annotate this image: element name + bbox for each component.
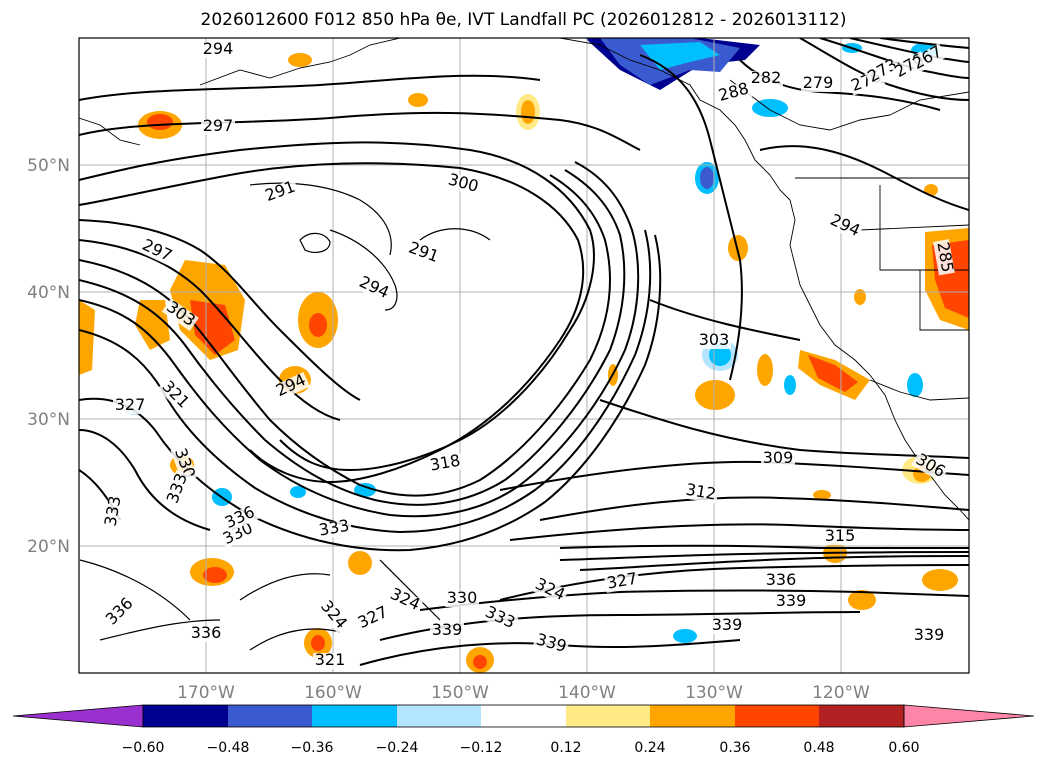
svg-text:339: 339 (776, 591, 807, 610)
colorbar-tick: −0.60 (122, 740, 165, 756)
svg-text:303: 303 (699, 330, 730, 349)
colorbar-bin (650, 705, 735, 727)
colorbar-bin (819, 705, 904, 727)
map-frame (78, 37, 970, 674)
svg-text:282: 282 (751, 68, 782, 87)
lon-tick: 170°W (177, 683, 235, 703)
colorbar-bin (397, 705, 481, 727)
lon-tick: 130°W (685, 683, 743, 703)
colorbar-bin (312, 705, 397, 727)
svg-text:327: 327 (115, 395, 146, 414)
contour-label: 339 (710, 615, 744, 634)
colorbar-tick: 0.36 (719, 740, 750, 756)
contour-label: 333 (101, 493, 125, 530)
colorbar (12, 704, 1035, 728)
lon-tick: 140°W (558, 683, 616, 703)
svg-text:279: 279 (803, 73, 834, 92)
svg-text:309: 309 (763, 448, 794, 467)
contour-label: 336 (764, 570, 798, 589)
svg-text:294: 294 (203, 39, 234, 58)
map-title: 2026012600 F012 850 hPa θe, IVT Landfall… (200, 10, 847, 30)
contour-label: 309 (761, 448, 795, 467)
colorbar-bin (566, 705, 650, 727)
shaded-field (79, 38, 969, 673)
colorbar-tick: 0.60 (888, 740, 919, 756)
colorbar-tick: 0.48 (803, 740, 834, 756)
svg-text:315: 315 (825, 526, 856, 545)
colorbar-extend-low (12, 704, 144, 728)
svg-text:339: 339 (914, 625, 945, 644)
lat-tick: 40°N (27, 283, 70, 303)
lat-tick: 20°N (27, 537, 70, 557)
colorbar-tick: 0.24 (634, 740, 665, 756)
colorbar-tick: −0.48 (207, 740, 250, 756)
colorbar-bin (481, 705, 566, 727)
lat-tick: 50°N (27, 156, 70, 176)
colorbar-bin (228, 705, 312, 727)
colorbar-frame (142, 704, 905, 728)
contour-label: 279 (801, 73, 835, 92)
contour-label: 327 (113, 395, 147, 414)
svg-text:330: 330 (447, 588, 478, 607)
contour-label: 297 (201, 116, 235, 135)
colorbar-extend-high (903, 704, 1035, 728)
svg-text:339: 339 (432, 620, 463, 639)
contour-label: 336 (189, 623, 223, 642)
svg-text:339: 339 (712, 615, 743, 634)
contour-label: 294 (201, 39, 235, 58)
longitude-ticks: 170°W 160°W 150°W 140°W 130°W 120°W (177, 683, 870, 703)
contour-label: 303 (697, 330, 731, 349)
contour-label: 330 (445, 588, 479, 607)
lon-tick: 160°W (304, 683, 362, 703)
latitude-ticks: 50°N 40°N 30°N 20°N (27, 156, 70, 557)
lat-tick: 30°N (27, 410, 70, 430)
colorbar-tick: 0.12 (550, 740, 581, 756)
svg-text:336: 336 (766, 570, 797, 589)
lon-tick: 120°W (812, 683, 870, 703)
colorbar-tick: −0.24 (376, 740, 419, 756)
contour-label: 339 (430, 620, 464, 639)
svg-text:336: 336 (191, 623, 222, 642)
colorbar-bin (735, 705, 819, 727)
contour-label: 339 (774, 591, 808, 610)
colorbar-tick: −0.36 (291, 740, 334, 756)
contour-label: 321 (313, 650, 347, 669)
colorbar-bin (143, 705, 228, 727)
colorbar-ticks: −0.60 −0.48 −0.36 −0.24 −0.12 0.12 0.24 … (122, 740, 920, 756)
svg-text:297: 297 (203, 116, 234, 135)
contour-label: 333 (316, 516, 353, 540)
contour-label: 318 (427, 451, 464, 475)
lon-tick: 150°W (431, 683, 489, 703)
contour-label: 339 (912, 625, 946, 644)
colorbar-tick: −0.12 (460, 740, 503, 756)
svg-text:321: 321 (315, 650, 346, 669)
contour-label: 282 (749, 68, 783, 87)
contour-label: 315 (823, 526, 857, 545)
